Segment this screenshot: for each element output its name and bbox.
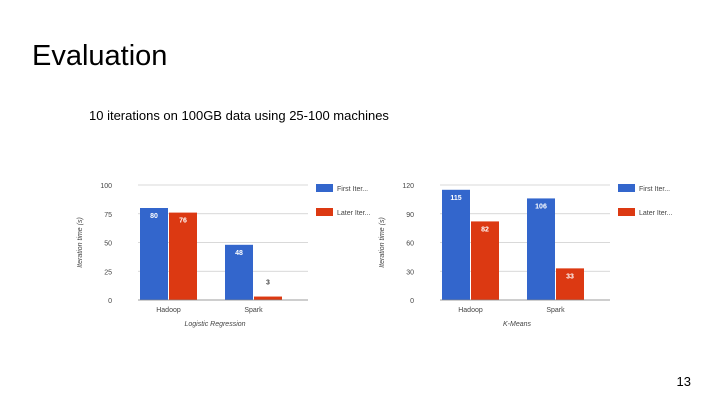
bar-hadoop-series-2 [169,212,197,300]
x-tick-label: Spark [546,307,565,314]
data-label: 76 [179,218,187,225]
legend-label: First Iter... [639,186,670,193]
y-axis-title: Iteration time (s) [379,217,386,268]
y-tick-label: 50 [104,241,112,248]
bar-spark-series-2 [254,296,282,300]
x-tick-label: Hadoop [156,307,181,314]
data-label: 3 [266,280,270,287]
x-axis-title: Logistic Regression [184,321,245,328]
chart-logistic-regression: 0 25 50 75 100 Iteration time (s) 80 76 Hadoop 48… [77,183,371,328]
y-tick-label: 0 [410,298,414,305]
bar-hadoop-series-2 [471,221,499,300]
bar-spark-series-1 [225,244,253,300]
legend-swatch-2 [618,208,635,216]
legend-label: Later Iter... [337,210,371,217]
page-number: 13 [676,374,691,389]
bar-hadoop-series-1 [140,208,168,300]
bar-spark-series-2 [556,268,584,300]
legend-swatch-1 [618,184,635,192]
data-label: 115 [450,195,461,202]
x-tick-label: Spark [244,307,263,314]
data-label: 48 [235,250,243,257]
y-tick-label: 60 [406,241,414,248]
slide-subtitle: 10 iterations on 100GB data using 25-100… [89,108,389,123]
chart-k-means: 0 30 60 90 120 Iteration time (s) 115 82 Hadoop 1… [379,183,673,328]
x-tick-label: Hadoop [458,307,483,314]
data-label: 82 [481,226,489,233]
bar-spark-series-1 [527,198,555,300]
y-tick-label: 25 [104,269,112,276]
y-tick-label: 100 [100,183,112,190]
data-label: 106 [535,203,547,210]
legend-swatch-2 [316,208,333,216]
y-tick-label: 30 [406,269,414,276]
x-axis-title: K-Means [503,321,532,328]
legend-label: Later Iter... [639,210,673,217]
y-tick-label: 90 [406,212,414,219]
legend-swatch-1 [316,184,333,192]
y-tick-label: 120 [402,183,414,190]
slide-title: Evaluation [32,40,168,72]
data-label: 80 [150,213,158,220]
y-tick-label: 75 [104,212,112,219]
y-tick-label: 0 [108,298,112,305]
y-axis-title: Iteration time (s) [77,217,84,268]
legend-label: First Iter... [337,186,368,193]
bar-hadoop-series-1 [442,189,470,300]
data-label: 33 [566,273,574,280]
